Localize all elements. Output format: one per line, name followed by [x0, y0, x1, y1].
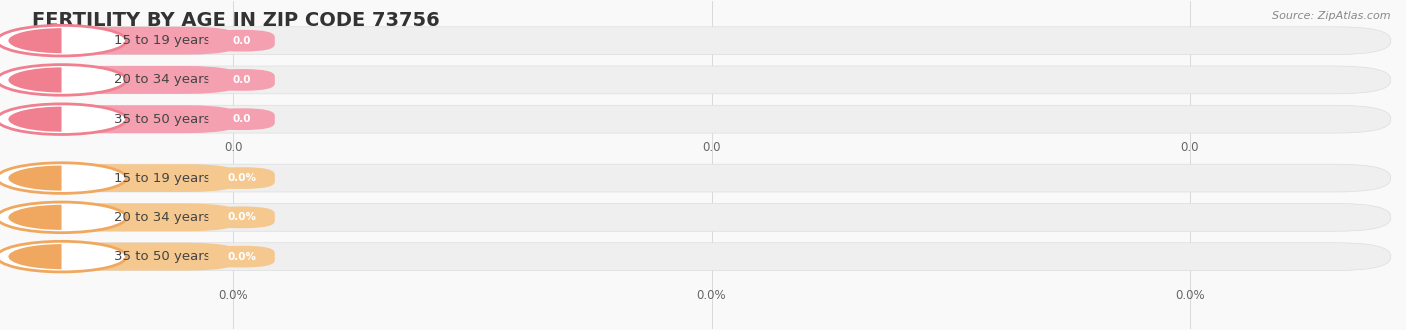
- Circle shape: [0, 104, 127, 135]
- FancyBboxPatch shape: [32, 105, 1391, 133]
- FancyBboxPatch shape: [32, 204, 243, 231]
- Circle shape: [0, 25, 127, 56]
- Circle shape: [0, 65, 127, 95]
- Wedge shape: [8, 107, 62, 132]
- FancyBboxPatch shape: [208, 246, 274, 268]
- Text: 0.0%: 0.0%: [226, 213, 256, 222]
- Text: 0.0: 0.0: [1181, 141, 1199, 153]
- Text: Source: ZipAtlas.com: Source: ZipAtlas.com: [1272, 11, 1391, 21]
- Text: 0.0: 0.0: [232, 36, 250, 46]
- FancyBboxPatch shape: [208, 69, 274, 91]
- FancyBboxPatch shape: [32, 66, 1391, 94]
- Wedge shape: [8, 67, 62, 92]
- Text: 0.0%: 0.0%: [226, 251, 256, 262]
- Text: 0.0: 0.0: [232, 114, 250, 124]
- Text: 15 to 19 years: 15 to 19 years: [114, 34, 211, 47]
- FancyBboxPatch shape: [32, 105, 243, 133]
- Wedge shape: [8, 28, 62, 53]
- Text: 0.0: 0.0: [703, 141, 721, 153]
- FancyBboxPatch shape: [32, 27, 1391, 54]
- Circle shape: [0, 202, 127, 233]
- Text: 0.0: 0.0: [232, 75, 250, 85]
- Text: 15 to 19 years: 15 to 19 years: [114, 172, 211, 184]
- Wedge shape: [8, 244, 62, 269]
- Text: 0.0%: 0.0%: [1175, 289, 1205, 302]
- FancyBboxPatch shape: [32, 164, 1391, 192]
- Wedge shape: [8, 166, 62, 191]
- FancyBboxPatch shape: [32, 27, 243, 54]
- FancyBboxPatch shape: [32, 243, 243, 271]
- Text: 20 to 34 years: 20 to 34 years: [114, 73, 211, 86]
- FancyBboxPatch shape: [208, 108, 274, 130]
- Text: FERTILITY BY AGE IN ZIP CODE 73756: FERTILITY BY AGE IN ZIP CODE 73756: [32, 11, 440, 30]
- Text: 0.0%: 0.0%: [697, 289, 727, 302]
- Text: 0.0%: 0.0%: [218, 289, 249, 302]
- Circle shape: [0, 241, 127, 272]
- FancyBboxPatch shape: [208, 30, 274, 51]
- Text: 35 to 50 years: 35 to 50 years: [114, 250, 211, 263]
- Text: 0.0%: 0.0%: [226, 173, 256, 183]
- Text: 20 to 34 years: 20 to 34 years: [114, 211, 211, 224]
- Text: 35 to 50 years: 35 to 50 years: [114, 113, 211, 126]
- FancyBboxPatch shape: [32, 164, 243, 192]
- Wedge shape: [8, 205, 62, 230]
- FancyBboxPatch shape: [208, 167, 274, 189]
- FancyBboxPatch shape: [32, 243, 1391, 271]
- FancyBboxPatch shape: [208, 207, 274, 228]
- FancyBboxPatch shape: [32, 204, 1391, 231]
- Circle shape: [0, 163, 127, 193]
- Text: 0.0: 0.0: [224, 141, 243, 153]
- FancyBboxPatch shape: [32, 66, 243, 94]
